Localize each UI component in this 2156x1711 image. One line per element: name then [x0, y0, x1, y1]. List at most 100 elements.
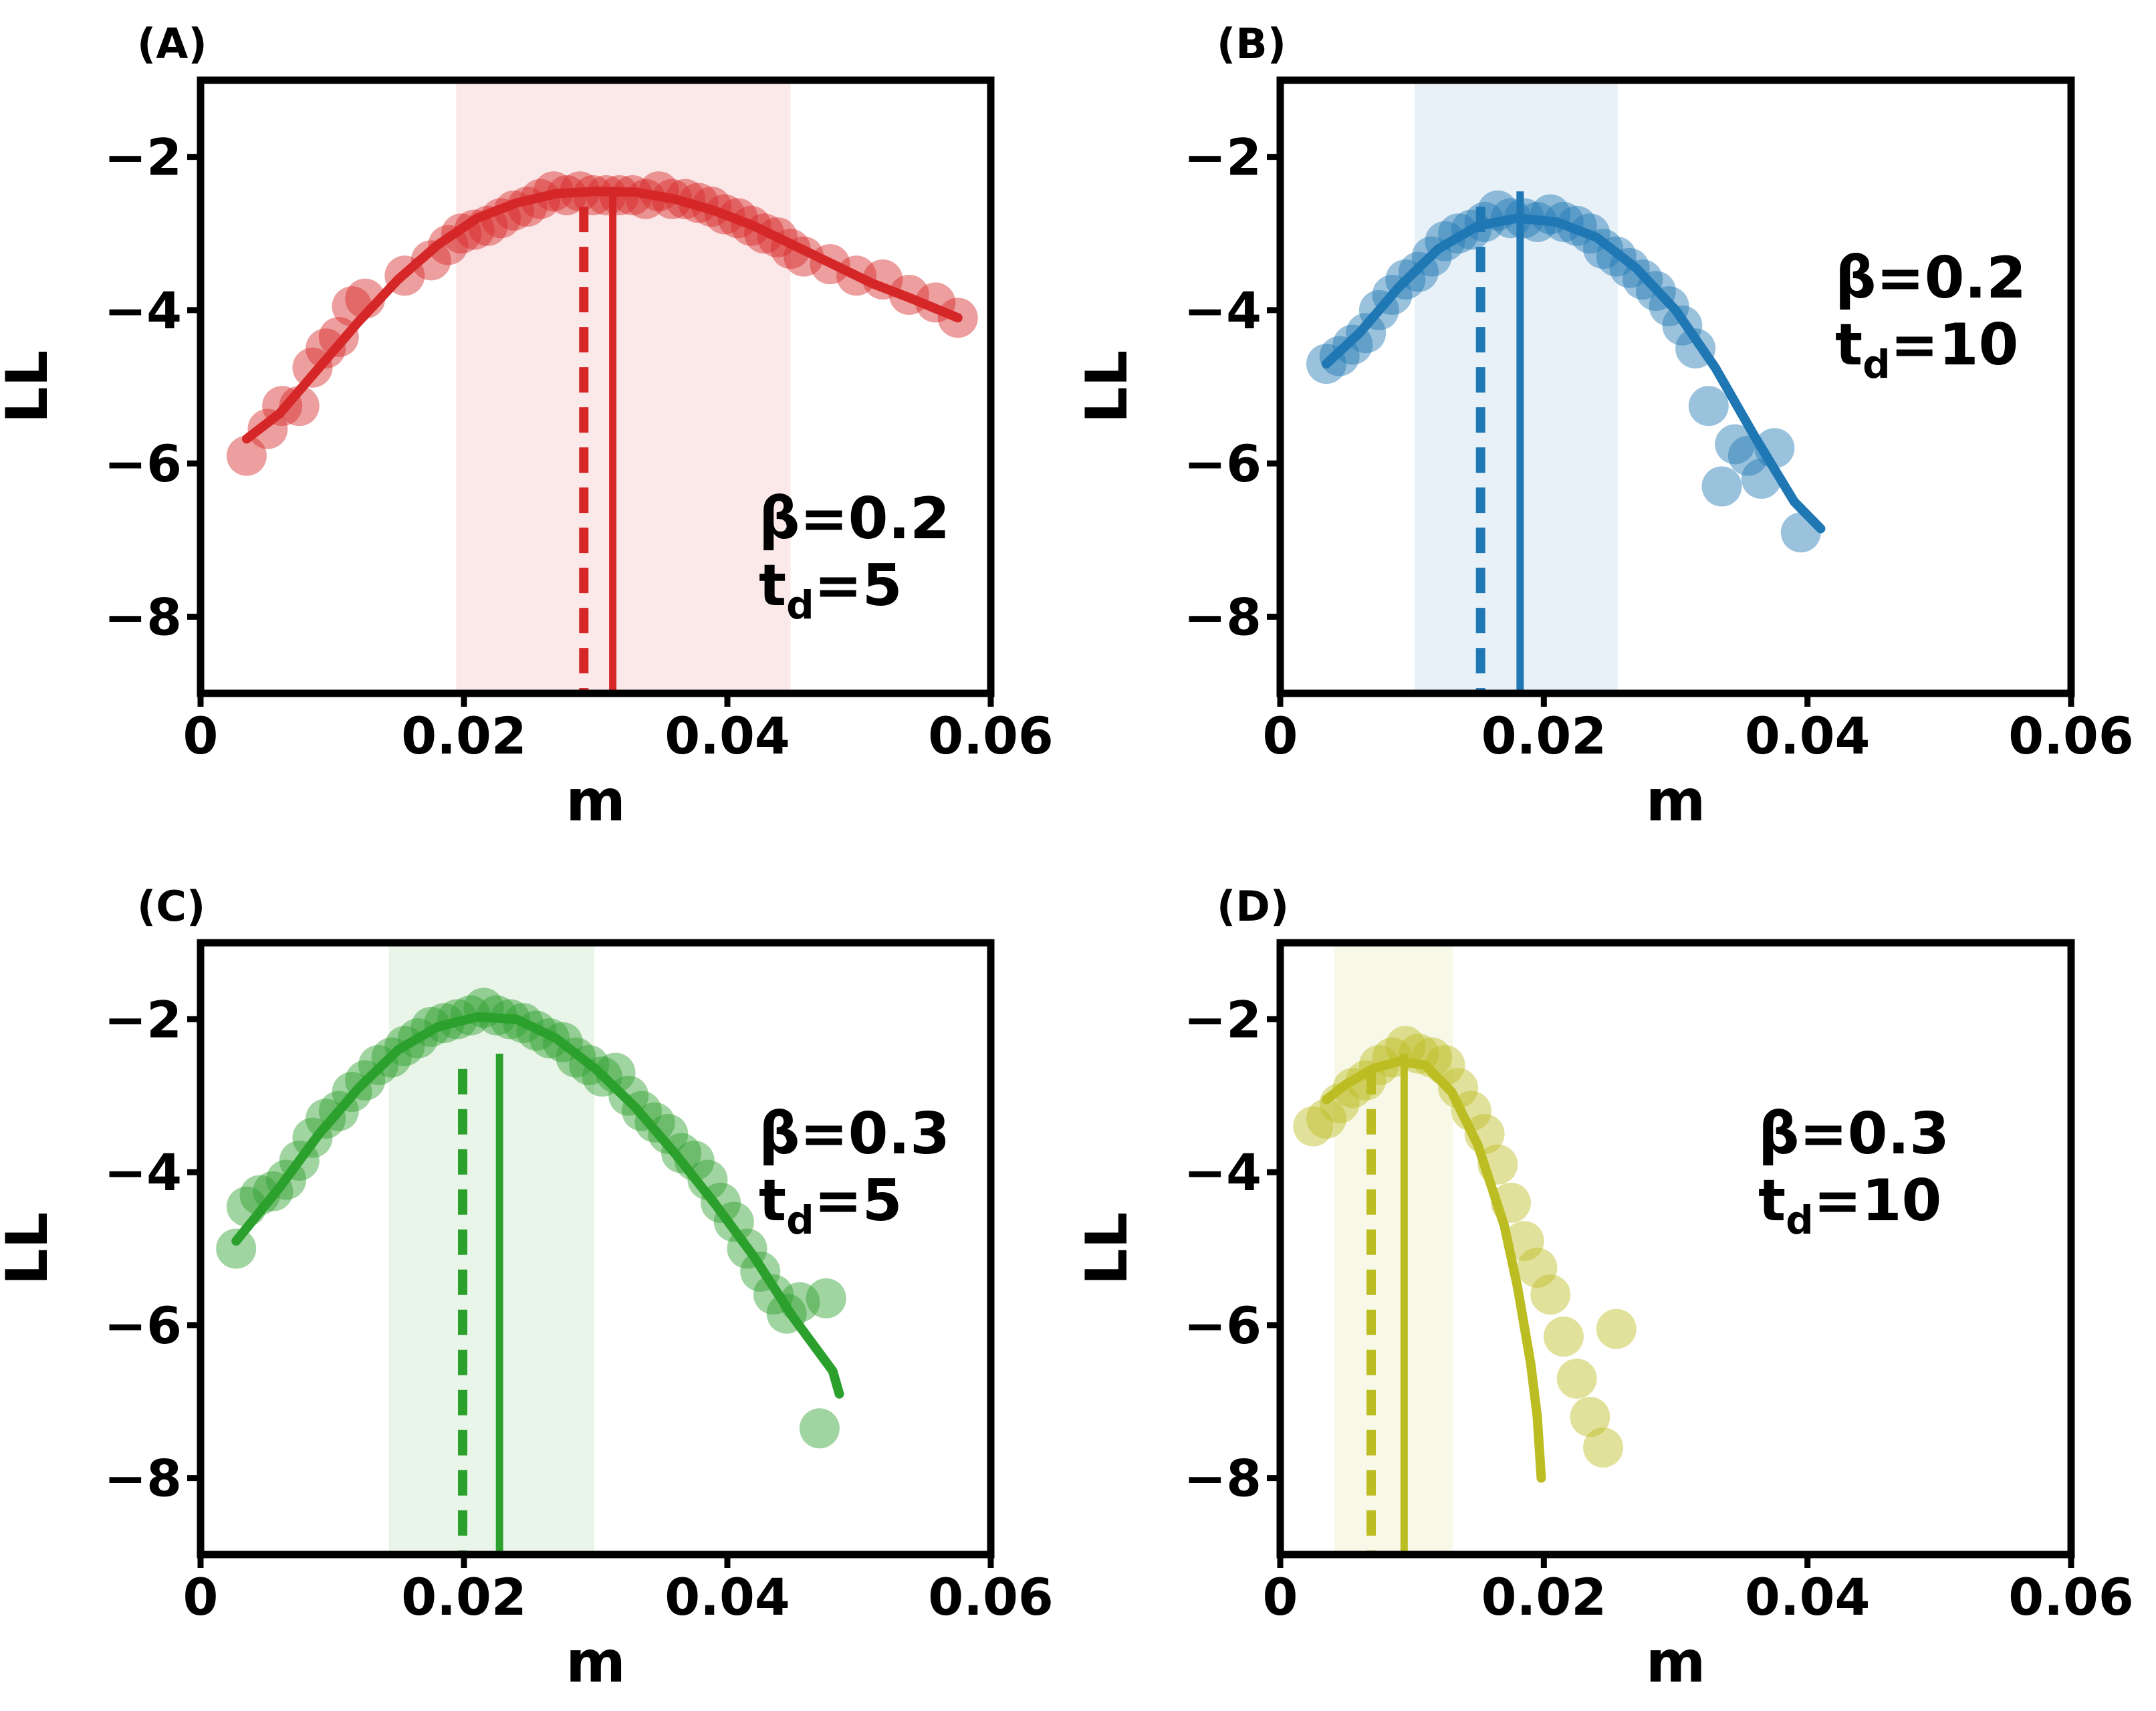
y-tick-label: −2: [104, 990, 182, 1049]
x-tick-label: 0.06: [928, 706, 1054, 766]
annotation-td-base: t: [759, 1167, 786, 1234]
x-tick-label: 0: [1263, 1567, 1298, 1627]
y-tick-label: −2: [104, 128, 182, 187]
x-axis-label: m: [1646, 768, 1706, 834]
x-axis-label: m: [1646, 1629, 1706, 1696]
annotation-beta: β=0.2: [759, 485, 950, 552]
panel-label: (D): [1217, 882, 1289, 931]
annotation-td-sub: d: [1786, 1197, 1814, 1243]
annotation-td-value: =5: [814, 1167, 903, 1234]
x-tick-label: 0.04: [1745, 1567, 1871, 1627]
x-tick-label: 0: [1263, 706, 1298, 766]
x-tick-label: 0.02: [1481, 1567, 1607, 1627]
fit-curve: [241, 187, 963, 444]
y-tick-label: −4: [104, 1143, 182, 1202]
annotation-td-value: =10: [1891, 312, 2019, 378]
data-point: [1438, 1068, 1479, 1109]
y-tick-label: −4: [1183, 281, 1262, 340]
x-axis-label: m: [566, 1629, 626, 1696]
x-tick-label: 0.06: [928, 1567, 1054, 1627]
x-tick-label: 0: [183, 1567, 219, 1627]
y-tick-label: −8: [104, 1449, 182, 1508]
data-point: [1530, 1274, 1571, 1315]
y-axis-label: LL: [1074, 1212, 1141, 1286]
confidence-band: [1334, 943, 1453, 1555]
data-point: [216, 1228, 257, 1269]
annotation-td-value: =10: [1814, 1167, 1942, 1234]
axes-frame: [1276, 76, 2075, 697]
data-point: [1385, 1026, 1426, 1066]
y-tick-label: −2: [1183, 128, 1262, 187]
data-point: [1517, 1248, 1558, 1288]
y-tick-label: −8: [104, 587, 182, 647]
x-tick-label: 0: [183, 706, 219, 766]
data-point: [1688, 386, 1729, 427]
data-point: [648, 1113, 689, 1154]
panel-label: (C): [137, 882, 205, 931]
axes-frame: [197, 939, 995, 1559]
annotation-td-value: =5: [814, 552, 903, 619]
axes-frame: [197, 76, 995, 697]
fit-curve: [1322, 213, 1826, 534]
data-point: [1293, 1106, 1334, 1147]
annotation-td-sub: d: [786, 1197, 814, 1243]
data-point: [306, 328, 346, 369]
data-point: [1583, 1427, 1624, 1468]
y-tick-label: −8: [1183, 587, 1262, 647]
confidence-band: [1415, 80, 1618, 693]
data-point: [1543, 1317, 1584, 1357]
data-point: [1346, 313, 1387, 354]
y-tick-label: −4: [104, 281, 182, 340]
data-point: [410, 240, 451, 281]
annotation-td: td=5: [759, 1167, 903, 1243]
annotation-beta: β=0.3: [1758, 1101, 1949, 1167]
annotation-beta: β=0.3: [759, 1101, 950, 1167]
y-tick-label: −6: [104, 434, 182, 493]
data-point: [806, 1278, 846, 1319]
panel-c: 0 0.02 0.04 0.06 −8 −6 −4 −2 m LL (C) β=0.3td=5: [0, 882, 1054, 1696]
annotation-td-base: t: [1835, 312, 1863, 378]
data-point: [1570, 1397, 1610, 1438]
confidence-band: [456, 80, 791, 693]
x-axis-label: m: [566, 768, 626, 834]
annotation-td: td=10: [1835, 312, 2018, 387]
data-point: [687, 1159, 728, 1200]
y-axis-label: LL: [1074, 350, 1141, 424]
annotation-td-sub: d: [1863, 342, 1891, 387]
panel-d: 0 0.02 0.04 0.06 −8 −6 −4 −2 m LL (D) β=0.3td=10: [1074, 882, 2134, 1696]
x-tick-label: 0.04: [1745, 706, 1871, 766]
panel-a: 0 0.02 0.04 0.06 −8 −6 −4 −2 m LL (A) β=0.2td=5: [0, 19, 1054, 834]
data-point: [1306, 1099, 1347, 1139]
annotation-td-base: t: [759, 552, 786, 619]
y-axis-label: LL: [0, 1212, 61, 1286]
data-point: [1596, 1308, 1637, 1349]
axes-frame: [1276, 939, 2075, 1559]
data-point: [1701, 466, 1742, 507]
x-tick-label: 0.02: [1481, 706, 1607, 766]
x-tick-label: 0.02: [401, 706, 527, 766]
panel-label: (B): [1217, 19, 1286, 68]
y-tick-label: −6: [1183, 434, 1262, 493]
fit-curve: [231, 1012, 844, 1399]
x-tick-label: 0.04: [665, 1567, 790, 1627]
y-axis-label: LL: [0, 350, 61, 424]
annotation-td: td=5: [759, 552, 903, 628]
data-point: [1715, 424, 1756, 465]
x-tick-label: 0.02: [401, 1567, 527, 1627]
data-point: [226, 435, 267, 476]
y-tick-label: −8: [1183, 1449, 1262, 1508]
annotation-td-sub: d: [786, 582, 814, 628]
y-tick-label: −6: [1183, 1296, 1262, 1355]
annotation-td-base: t: [1758, 1167, 1786, 1234]
data-point: [1556, 1358, 1597, 1399]
annotation-td: td=10: [1758, 1167, 1941, 1243]
data-point: [799, 1408, 840, 1449]
y-tick-label: −4: [1183, 1143, 1262, 1202]
y-tick-label: −2: [1183, 990, 1262, 1049]
x-tick-label: 0.06: [2008, 1567, 2134, 1627]
panel-b: 0 0.02 0.04 0.06 −8 −6 −4 −2 m LL (B) β=0.2td=10: [1074, 19, 2134, 834]
x-tick-label: 0.04: [665, 706, 790, 766]
panel-label: (A): [137, 19, 207, 68]
x-tick-label: 0.06: [2008, 706, 2134, 766]
